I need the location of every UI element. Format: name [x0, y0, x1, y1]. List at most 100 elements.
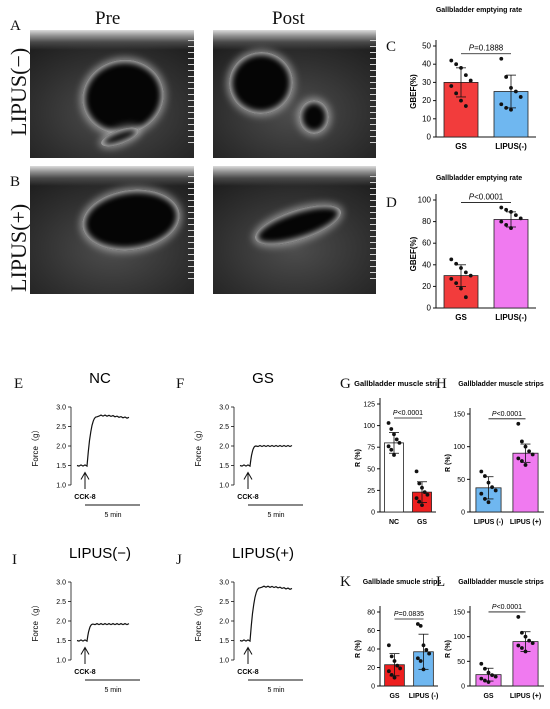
data-point	[483, 474, 487, 478]
bar-lipus-	[493, 219, 529, 309]
data-point	[463, 270, 468, 275]
data-point	[414, 496, 419, 501]
data-point	[463, 295, 468, 300]
trace-y-tick-label: 2.5	[219, 424, 229, 431]
chart-title: Gallblade smucle strips	[363, 579, 442, 586]
x-tick-label: LIPUS (+)	[510, 519, 541, 526]
data-point	[527, 449, 531, 454]
trace-y-tick-label: 1.5	[219, 638, 229, 645]
data-point	[479, 661, 484, 666]
data-point	[392, 675, 397, 680]
bar-gs	[443, 275, 479, 309]
ultrasound-image-post-lipus-minus	[213, 30, 376, 158]
data-point	[392, 659, 397, 663]
data-point	[504, 75, 509, 79]
data-point	[523, 649, 528, 654]
data-point	[479, 491, 484, 496]
y-tick-label: 10	[422, 114, 431, 123]
x-tick-label: LIPUS(-)	[495, 142, 527, 151]
y-tick-label: 60	[422, 239, 431, 248]
y-tick-label: 0	[371, 684, 375, 691]
data-point	[479, 676, 484, 681]
data-point	[504, 105, 509, 110]
y-tick-label: 100	[418, 196, 432, 205]
ultrasound-image-pre-lipus-plus	[30, 166, 194, 294]
trace-title: GS	[252, 370, 274, 387]
trace-y-tick-label: 1.5	[219, 463, 229, 470]
data-point	[449, 257, 454, 262]
data-point	[394, 437, 399, 442]
panel-letter-f: F	[176, 376, 185, 392]
panel-letter-d: D	[386, 195, 397, 211]
data-point	[520, 459, 524, 463]
trace-y-tick-label: 2.5	[56, 599, 66, 606]
data-point	[509, 209, 513, 214]
data-point	[415, 656, 420, 661]
data-point	[516, 643, 521, 648]
data-point	[420, 503, 424, 507]
data-point	[392, 432, 396, 437]
x-tick-label: NC	[389, 519, 399, 526]
data-point	[420, 485, 424, 490]
data-point	[504, 222, 509, 227]
cck-arrow-head	[243, 471, 253, 480]
panel-letter-j: H	[436, 376, 447, 392]
trace-y-tick-label: 1.0	[219, 658, 229, 665]
y-tick-label: 100	[453, 634, 465, 641]
time-scale-label: 5 min	[267, 687, 284, 694]
data-point	[421, 667, 426, 672]
y-axis-label: R (%)	[355, 640, 362, 658]
trace-y-tick-label: 2.5	[56, 424, 66, 431]
data-point	[530, 452, 535, 457]
data-point	[392, 453, 396, 457]
force-trace-lipus-minus: LIPUS(−) Force（g） 3.0 2.5 2.0 1.5 1.0 CCK-8 5 mi…	[31, 545, 140, 694]
trace-y-tick-label: 2.0	[56, 444, 66, 451]
data-point	[518, 216, 523, 221]
y-tick-label: 75	[367, 445, 375, 452]
y-tick-label: 50	[422, 42, 431, 51]
row-label-lipus-minus: LIPUS(−)	[6, 47, 31, 136]
y-tick-label: 150	[453, 610, 465, 617]
trace-y-tick-label: 2.0	[219, 444, 229, 451]
data-point	[449, 276, 454, 281]
y-tick-label: 0	[461, 684, 465, 691]
force-trace-nc: NC Force（g） 3.0 2.5 2.0 1.5 1.0 CCK-8 5 min	[31, 370, 140, 519]
data-point	[454, 91, 459, 96]
data-point	[415, 622, 420, 626]
cck-arrow-head	[80, 471, 90, 480]
trace-y-label: Force（g）	[31, 426, 40, 467]
y-tick-label: 0	[427, 304, 432, 313]
trace-y-label: Force（g）	[31, 601, 40, 642]
data-point	[386, 669, 391, 674]
trace-title: LIPUS(−)	[69, 545, 131, 562]
data-point	[459, 65, 463, 70]
bar-chart-muscle-strips-j: Gallbladder muscle strips 0 50 100 150 R (%) L…	[445, 381, 544, 526]
trace-y-tick-label: 1.0	[56, 483, 66, 490]
trace-title: LIPUS(+)	[232, 545, 294, 562]
panel-letter-i: G	[340, 376, 351, 392]
data-point	[493, 488, 498, 493]
data-point	[509, 107, 513, 112]
ultrasound-image-post-lipus-plus	[213, 166, 376, 294]
y-tick-label: 100	[363, 423, 375, 430]
panel-letter-c: C	[386, 39, 397, 55]
panel-letter-h: J	[176, 552, 182, 568]
force-trace-line	[239, 585, 293, 643]
data-point	[449, 84, 454, 88]
x-tick-label: LIPUS (+)	[510, 693, 541, 700]
data-point	[513, 89, 518, 94]
y-tick-label: 50	[367, 466, 375, 473]
panel-letter-a: A	[10, 18, 21, 34]
trace-y-tick-label: 3.0	[56, 580, 66, 587]
data-point	[459, 286, 463, 291]
bar-gs	[443, 82, 479, 138]
trace-y-tick-label: 1.0	[219, 483, 229, 490]
bar-chart-muscle-strips-k: Gallblade smucle strips 0 20 40 60 80 R (%) GS L…	[355, 579, 442, 700]
y-tick-label: 80	[422, 217, 431, 226]
data-point	[463, 104, 468, 108]
chart-title: Gallbladder muscle strips	[458, 579, 544, 586]
x-tick-label: GS	[455, 142, 467, 151]
chart-title: Gallbladder emptying rate	[436, 7, 522, 14]
data-point	[523, 463, 528, 467]
x-tick-label: GS	[455, 313, 467, 322]
